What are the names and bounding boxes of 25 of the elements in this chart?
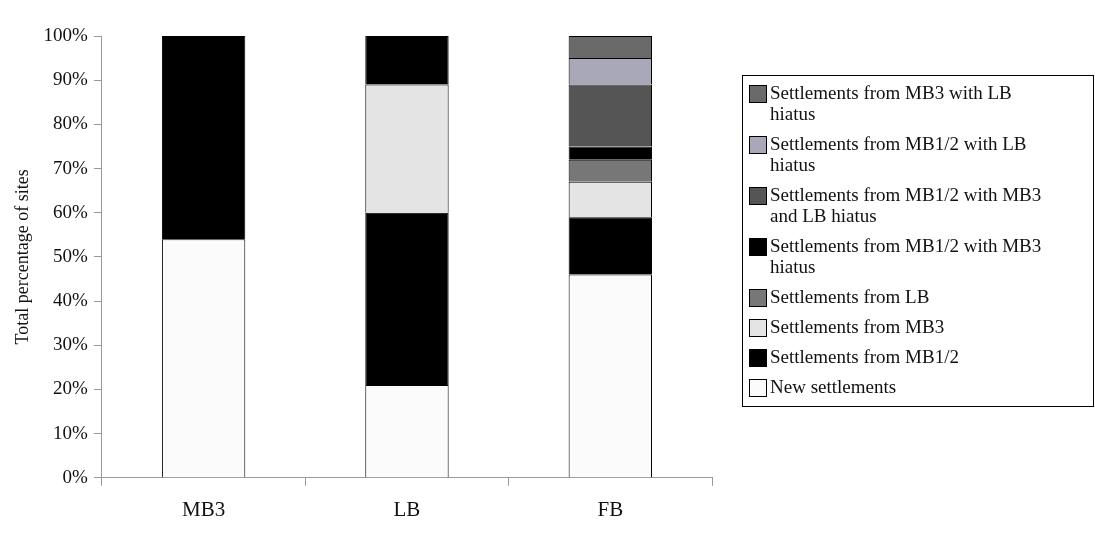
legend-label: Settlements from LB xyxy=(770,286,930,307)
legend-label: Settlements from MB1/2 with MB3 hiatus xyxy=(770,235,1043,277)
legend-label: Settlements from MB3 xyxy=(770,316,945,337)
y-tick-label: 80% xyxy=(53,112,89,134)
y-tick-label: 100% xyxy=(43,23,89,45)
bar xyxy=(365,212,449,386)
y-tick-label: 50% xyxy=(53,244,89,266)
y-tick-label: 20% xyxy=(53,377,89,399)
y-tick-label: 60% xyxy=(53,200,89,222)
y-axis-title: Total percentage of sites xyxy=(11,169,32,345)
x-tick-label: FB xyxy=(597,496,624,521)
legend-label: Settlements from MB3 with LB hiatus xyxy=(770,82,1013,124)
y-tick-label: 90% xyxy=(53,68,89,90)
x-tick-label: MB3 xyxy=(182,496,226,521)
legend-label: New settlements xyxy=(770,376,897,397)
y-tick-label: 70% xyxy=(53,156,89,178)
y-tick-label: 30% xyxy=(53,333,89,355)
y-tick-label: 40% xyxy=(53,289,89,311)
y-tick-label: 0% xyxy=(62,465,89,487)
y-tick-label: 10% xyxy=(53,421,89,443)
x-tick-label: LB xyxy=(393,496,421,521)
bar xyxy=(365,36,449,85)
legend-label: Settlements from MB1/2 with MB3 and LB hiatus xyxy=(770,184,1043,226)
legend-label: Settlements from MB1/2 with LB hiatus xyxy=(770,133,1028,175)
legend-label: Settlements from MB1/2 xyxy=(770,346,959,367)
